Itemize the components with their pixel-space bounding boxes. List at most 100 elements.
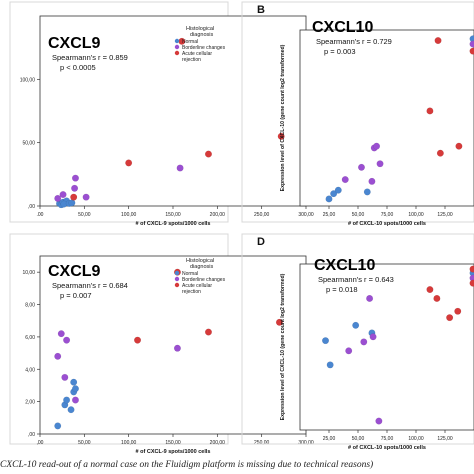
p-value-label: p = 0.018 (326, 285, 358, 294)
x-tick-label: 100,00 (408, 212, 424, 218)
chart-title: CXCL9 (48, 263, 101, 280)
data-point (204, 328, 212, 336)
data-point (173, 344, 181, 352)
data-point (469, 265, 474, 273)
data-point (436, 149, 444, 157)
legend-marker (174, 276, 180, 282)
x-tick-label: 25,00 (323, 436, 336, 442)
legend-label: Borderline changes (182, 45, 226, 51)
legend-label: Borderline changes (182, 277, 226, 283)
data-point (277, 132, 285, 140)
data-point (63, 396, 71, 404)
x-tick-label: 250,00 (254, 440, 270, 446)
data-point (446, 314, 454, 322)
legend-label: Normal (182, 271, 198, 277)
data-point (204, 150, 212, 158)
data-point (70, 193, 78, 201)
chart-figure: .00 50,00 100,00 150,00 200,00 250,00 300,00,0… (9, 1, 474, 455)
y-tick-label: 4,00 (25, 367, 35, 373)
spearman-label: Spearmann's r = 0.729 (316, 37, 392, 46)
data-point (434, 37, 442, 45)
data-point (455, 142, 463, 150)
panel-frame (241, 1, 474, 223)
data-point (70, 378, 78, 386)
x-tick-label: ,00 (37, 440, 44, 446)
data-point (325, 195, 333, 203)
data-point (426, 286, 434, 294)
legend-marker (174, 270, 180, 276)
x-tick-label: 50,00 (78, 440, 91, 446)
figure-caption: CXCL-10 read-out of a normal case on the… (0, 460, 374, 470)
spearman-label: Spearmann's r = 0.684 (52, 281, 128, 290)
data-point (375, 417, 383, 425)
y-tick-label: 6,00 (25, 335, 35, 341)
x-tick-label: 250,00 (254, 212, 270, 218)
legend-marker (174, 282, 180, 288)
data-point (125, 159, 133, 167)
data-point (433, 294, 441, 302)
data-point (334, 186, 342, 194)
x-tick-label: 100,00 (408, 436, 424, 442)
legend-marker (174, 50, 180, 56)
data-point (376, 160, 384, 168)
x-axis-label: # of CXCL-10 spots/1000 cells (348, 445, 426, 451)
y-tick-label: 2,00 (25, 400, 35, 406)
spearman-label: Spearmann's r = 0.643 (318, 275, 394, 284)
x-tick-label: 200,00 (210, 212, 226, 218)
legend-marker (174, 38, 180, 44)
x-tick-label: 50,00 (352, 212, 365, 218)
plot-area (299, 263, 474, 431)
legend-label: rejection (182, 57, 201, 63)
x-tick-label: 100,00 (121, 440, 137, 446)
x-tick-label: 50,00 (352, 436, 365, 442)
panel-letter: B (257, 4, 265, 16)
data-point (426, 107, 434, 115)
y-tick-label: ,00 (28, 204, 35, 210)
data-point (57, 330, 65, 338)
data-point (54, 352, 62, 360)
legend-label: Acute cellular (182, 283, 212, 289)
data-point (134, 336, 142, 344)
legend-label: rejection (182, 289, 201, 295)
x-tick-label: 100,00 (121, 212, 137, 218)
x-axis-label: # of CXCL-9 spots/1000 cells (136, 221, 211, 227)
data-point (71, 174, 79, 182)
spearman-label: Spearmann's r = 0.859 (52, 53, 128, 62)
data-point (363, 188, 371, 196)
data-point (345, 347, 353, 355)
y-tick-label: 8,00 (25, 303, 35, 309)
data-point (61, 373, 69, 381)
data-point (54, 422, 62, 430)
x-tick-label: 300,00 (298, 212, 314, 218)
data-point (341, 176, 349, 184)
y-tick-label: 10,00 (22, 270, 35, 276)
data-point (54, 194, 62, 202)
legend-label: Acute cellular (182, 51, 212, 57)
data-point (63, 336, 71, 344)
x-tick-label: 200,00 (210, 440, 226, 446)
x-tick-label: 75,00 (381, 436, 394, 442)
data-point (71, 385, 79, 393)
x-tick-label: 25,00 (323, 212, 336, 218)
x-tick-label: 150,00 (165, 212, 181, 218)
data-point (326, 361, 334, 369)
x-axis-label: # of CXCL-10 spots/1000 cells (348, 221, 426, 227)
legend-label: Normal (182, 39, 198, 45)
panel-letter: D (257, 236, 265, 248)
legend-title: Histological (186, 258, 214, 264)
chart-panel-2: 25,00 50,00 75,00 100,00 125,00 # of CXCL-10 … (241, 1, 474, 227)
data-point (82, 193, 90, 201)
data-point (369, 333, 377, 341)
y-tick-label: ,00 (28, 432, 35, 438)
data-point (71, 184, 79, 192)
panel-frame (241, 233, 474, 445)
x-tick-label: 300,00 (298, 440, 314, 446)
y-tick-label: 100,00 (20, 77, 36, 83)
p-value-label: p < 0.0005 (60, 63, 96, 72)
x-tick-label: 50,00 (78, 212, 91, 218)
data-point (322, 337, 330, 345)
data-point (373, 142, 381, 150)
data-point (469, 47, 474, 55)
legend-title: diagnosis (190, 32, 213, 38)
